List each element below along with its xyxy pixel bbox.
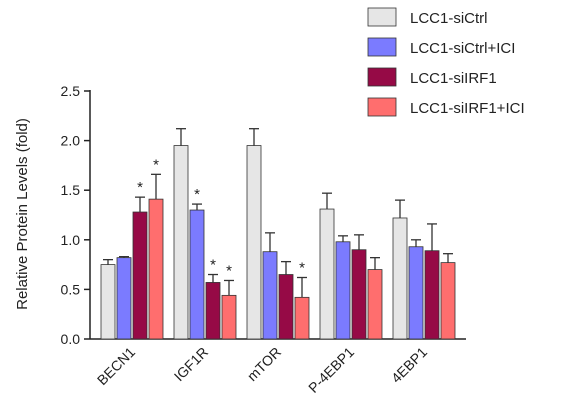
x-category-label: mTOR — [244, 344, 284, 384]
bar — [189, 209, 205, 340]
bar — [246, 145, 262, 340]
significance-mark: * — [210, 257, 216, 274]
bar — [132, 211, 148, 340]
legend-swatch — [367, 97, 397, 117]
bar — [408, 246, 424, 340]
legend-swatch — [367, 67, 397, 87]
bar — [392, 217, 408, 340]
x-category-label: P-4EBP1 — [305, 344, 357, 396]
bar — [221, 294, 237, 340]
legend-label: LCC1-siIRF1 — [410, 70, 497, 87]
y-tick-label: 2.5 — [61, 83, 81, 99]
bar — [262, 251, 278, 340]
x-category-label: IGF1R — [171, 344, 211, 384]
bar — [205, 282, 221, 340]
bar — [148, 198, 164, 340]
bar — [424, 250, 440, 340]
y-tick-label: 1.0 — [61, 232, 81, 248]
x-category-label: 4EBP1 — [388, 344, 430, 386]
significance-mark: * — [226, 262, 232, 279]
bar — [100, 264, 116, 340]
y-tick-label: 0.5 — [61, 281, 81, 297]
legend-swatch — [367, 7, 397, 27]
y-tick-label: 2.0 — [61, 133, 81, 149]
y-tick-label: 0.0 — [61, 331, 81, 347]
significance-mark: * — [194, 186, 200, 203]
bar — [173, 145, 189, 340]
bar — [319, 208, 335, 340]
significance-mark: * — [299, 259, 305, 276]
bar — [367, 269, 383, 340]
bar — [294, 296, 310, 340]
bar — [278, 274, 294, 340]
significance-mark: * — [137, 179, 143, 196]
y-tick-label: 1.5 — [61, 182, 81, 198]
y-axis-label: Relative Protein Levels (fold) — [14, 118, 31, 310]
x-category-label: BECN1 — [94, 344, 138, 388]
significance-mark: * — [153, 156, 159, 173]
bar — [351, 249, 367, 340]
legend-label: LCC1-siCtrl — [410, 10, 488, 27]
bar — [440, 262, 456, 340]
legend-swatch — [367, 37, 397, 57]
legend-label: LCC1-siIRF1+ICI — [410, 100, 525, 117]
bar — [116, 257, 132, 340]
bar — [335, 241, 351, 340]
legend-label: LCC1-siCtrl+ICI — [410, 40, 515, 57]
